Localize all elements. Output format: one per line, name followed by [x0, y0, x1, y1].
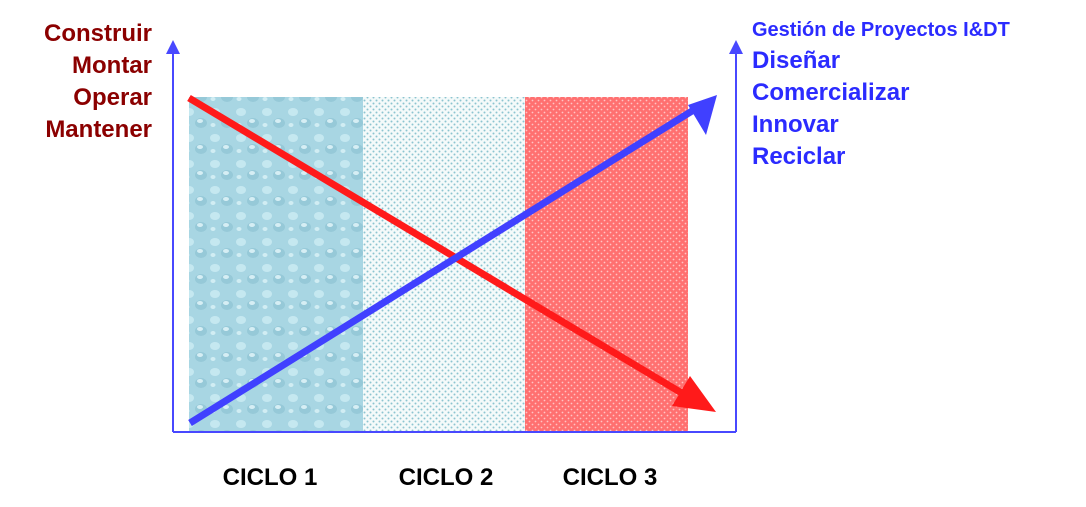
cycle-1-label: CICLO 1	[222, 464, 318, 491]
left-axis-labels: Construir Montar Operar Mantener	[44, 18, 152, 146]
decreasing-arrow	[187, 94, 716, 412]
right-label-gestion: Gestión de Proyectos I&DT	[752, 19, 1010, 41]
right-axis-arrowhead	[729, 40, 743, 54]
right-axis-labels: Gestión de Proyectos I&DT Diseñar Comerc…	[752, 15, 1010, 173]
right-label-disenar: Diseñar	[752, 47, 841, 74]
cycle-3-label: CICLO 3	[562, 464, 658, 491]
right-label-innovar: Innovar	[752, 111, 839, 138]
left-label-mantener: Mantener	[45, 116, 152, 143]
cycle-2-label: CICLO 2	[398, 464, 494, 491]
right-label-comercializar: Comercializar	[752, 79, 910, 106]
left-label-montar: Montar	[72, 52, 152, 79]
left-axis-arrowhead	[166, 40, 180, 54]
cycle-3-band	[525, 97, 688, 431]
right-label-reciclar: Reciclar	[752, 143, 846, 170]
increasing-arrow	[188, 95, 717, 426]
left-axis	[166, 40, 180, 432]
left-label-construir: Construir	[44, 20, 152, 47]
right-axis	[729, 40, 743, 432]
left-label-operar: Operar	[73, 84, 152, 111]
